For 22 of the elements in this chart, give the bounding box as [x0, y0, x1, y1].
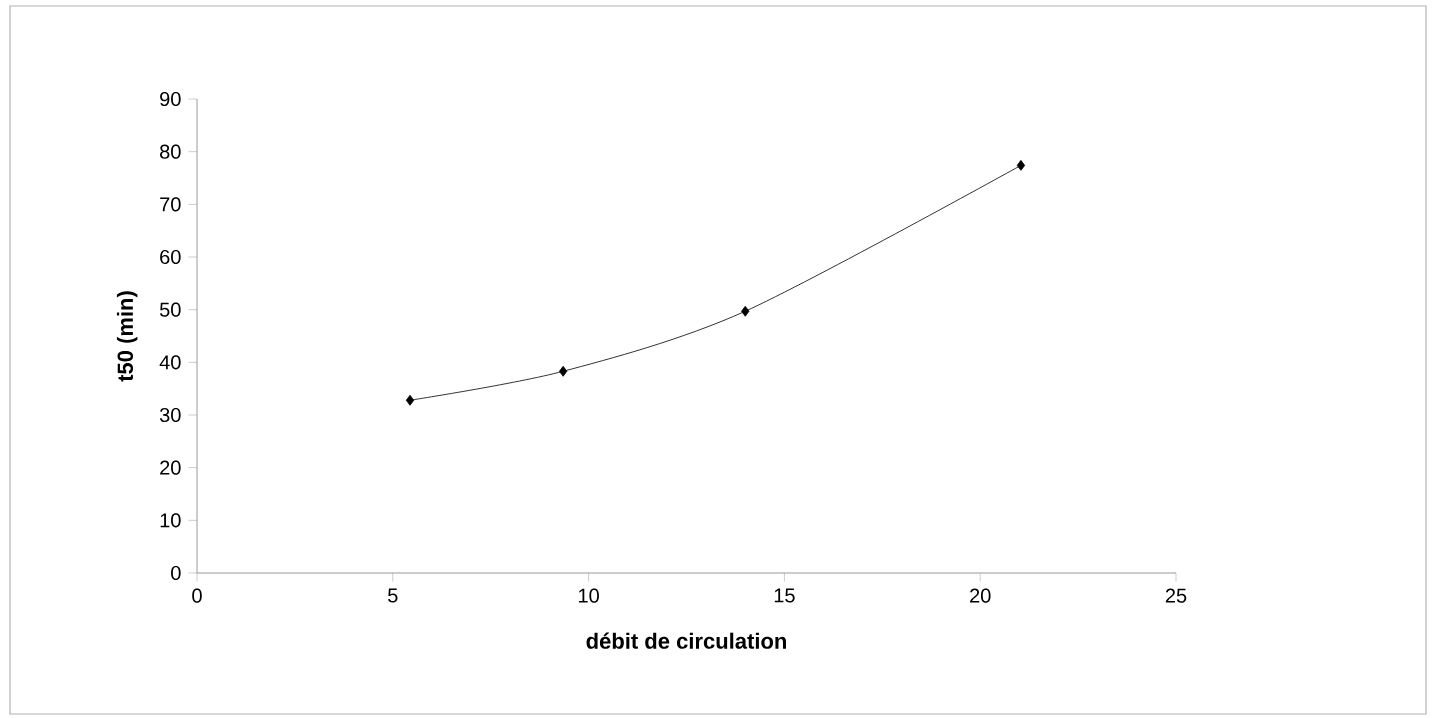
point — [559, 365, 568, 377]
y-tick-label: 60 — [160, 249, 181, 265]
y-tick-label: 80 — [160, 144, 181, 159]
y-tick-label: 10 — [160, 513, 181, 528]
x-tick-label: 20 — [970, 588, 991, 603]
x-tick-label: 15 — [774, 588, 795, 603]
point — [741, 305, 750, 317]
y-tick-label: 0 — [171, 565, 181, 581]
x-axis-title: débit de circulation — [586, 632, 786, 649]
x-tick-label: 5 — [388, 588, 398, 603]
y-tick-label: 50 — [159, 302, 181, 317]
y-axis-title: t50 (min) — [116, 291, 138, 382]
x-tick-label: 0 — [192, 588, 202, 603]
y-tick-label: 40 — [159, 355, 181, 370]
y-tick-label: 90 — [160, 91, 181, 107]
y-tick-label: 70 — [160, 197, 181, 212]
x-tick-label: 25 — [1165, 588, 1187, 603]
point — [405, 394, 415, 406]
x-tick-label: 10 — [579, 588, 599, 603]
point — [1016, 159, 1026, 171]
y-tick-label: 20 — [160, 460, 181, 475]
y-tick-label: 30 — [159, 407, 181, 423]
